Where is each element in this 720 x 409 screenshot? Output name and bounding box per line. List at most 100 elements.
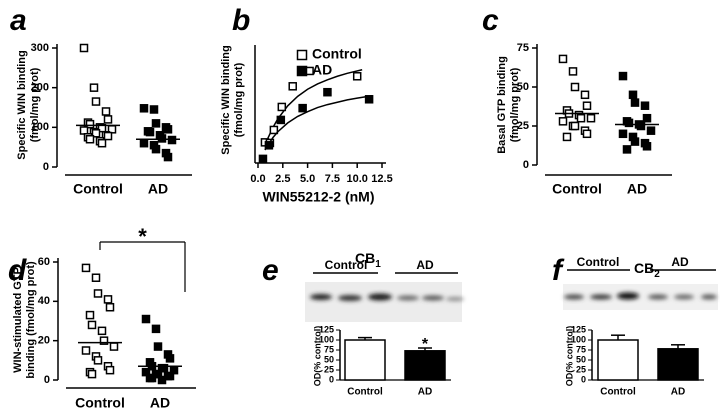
y-tick-label: 125 xyxy=(319,324,334,334)
data-point xyxy=(149,105,159,114)
y-tick-label: 100 xyxy=(319,334,334,344)
data-point xyxy=(99,336,109,345)
legend-marker xyxy=(296,65,308,77)
data-point xyxy=(85,310,95,320)
data-point xyxy=(630,98,640,107)
data-point xyxy=(576,113,586,123)
y-axis-label: Specific WIN binding xyxy=(16,50,28,159)
y-tick-label: 75 xyxy=(517,42,529,54)
title-subscript: 1 xyxy=(375,259,381,270)
chart-title: CB2 xyxy=(634,260,660,280)
data-point xyxy=(276,115,286,125)
y-tick-label: 100 xyxy=(571,334,586,344)
data-point xyxy=(81,263,91,273)
y-tick-label: 25 xyxy=(576,364,586,374)
x-tick-label: AD xyxy=(148,181,168,197)
data-point xyxy=(139,138,149,148)
x-tick-label: Control xyxy=(552,181,602,197)
bar xyxy=(597,339,639,381)
y-tick-label: 25 xyxy=(324,364,334,374)
y-axis-label: WIN-stimulated GTP xyxy=(12,267,24,373)
data-point xyxy=(87,369,97,379)
data-point xyxy=(79,43,89,53)
y-tick-label: 0 xyxy=(43,161,49,173)
error-bar xyxy=(418,347,432,351)
fit-curve xyxy=(264,94,373,151)
data-point xyxy=(582,129,592,139)
data-point xyxy=(81,346,91,355)
chart-title: CB1 xyxy=(355,250,381,270)
x-axis-label: WIN55212-2 (nM) xyxy=(262,189,374,205)
data-point xyxy=(89,83,99,92)
data-point xyxy=(165,371,175,381)
y-tick-label: 20 xyxy=(38,335,50,347)
data-point xyxy=(91,129,101,138)
data-point xyxy=(618,71,628,81)
data-point xyxy=(570,121,580,131)
title-subscript: 2 xyxy=(654,269,660,280)
y-tick-label: 0 xyxy=(523,159,529,171)
data-point xyxy=(558,117,568,126)
data-point xyxy=(640,101,650,110)
data-point xyxy=(323,87,332,97)
data-point xyxy=(151,324,161,334)
data-point xyxy=(167,135,177,145)
data-point xyxy=(580,90,590,100)
title-text: CB xyxy=(355,250,375,266)
data-point xyxy=(109,342,119,351)
y-axis-label: (fmol/mg prot) xyxy=(233,62,245,137)
data-point xyxy=(91,273,101,282)
x-tick-label: 0.0 xyxy=(250,173,265,185)
data-point xyxy=(628,90,638,100)
data-point xyxy=(636,121,646,131)
panel-letter: d xyxy=(8,254,27,287)
error-bar xyxy=(358,336,372,340)
y-tick-label: 50 xyxy=(324,354,334,364)
data-point xyxy=(298,103,307,113)
data-point xyxy=(93,289,103,298)
data-point xyxy=(105,365,115,375)
y-axis-label: (fmol/mg prot) xyxy=(509,67,521,142)
data-point xyxy=(562,132,572,142)
y-tick-label: 0 xyxy=(44,374,50,386)
data-point xyxy=(151,119,161,128)
y-tick-label: 75 xyxy=(576,344,586,354)
data-point xyxy=(85,134,95,144)
y-tick-label: 25 xyxy=(517,120,529,132)
data-point xyxy=(141,314,151,324)
legend-label: AD xyxy=(312,62,332,78)
data-point xyxy=(103,115,113,124)
y-tick-label: 0 xyxy=(581,374,586,384)
bar xyxy=(404,350,446,381)
y-tick-label: 50 xyxy=(576,354,586,364)
data-point xyxy=(558,54,568,64)
bar xyxy=(657,348,699,381)
blot-cb2 xyxy=(563,284,718,310)
data-point xyxy=(91,97,101,106)
data-point xyxy=(264,141,274,150)
data-point xyxy=(157,134,167,143)
bar xyxy=(344,339,386,381)
data-point xyxy=(103,131,113,141)
data-point xyxy=(364,95,374,104)
data-point xyxy=(288,82,297,91)
data-point xyxy=(157,375,167,385)
data-point xyxy=(630,137,640,146)
x-tick-label: 2.5 xyxy=(275,173,290,185)
data-point xyxy=(352,72,362,81)
panel-letter: b xyxy=(232,4,250,37)
x-tick-label: Control xyxy=(600,387,636,398)
data-point xyxy=(568,67,578,76)
y-axis-label: OD(% control) xyxy=(312,326,322,387)
data-point xyxy=(582,101,592,110)
data-point xyxy=(147,373,157,383)
data-point xyxy=(87,320,97,330)
data-point xyxy=(277,102,287,112)
blot-label: AD xyxy=(416,258,434,272)
data-point xyxy=(93,356,103,365)
legend-label: Control xyxy=(312,46,362,62)
legend-marker xyxy=(296,49,308,61)
y-axis-label: binding (fmol/mg prot) xyxy=(25,261,37,379)
x-tick-label: AD xyxy=(627,181,647,197)
y-tick-label: 300 xyxy=(31,42,49,54)
